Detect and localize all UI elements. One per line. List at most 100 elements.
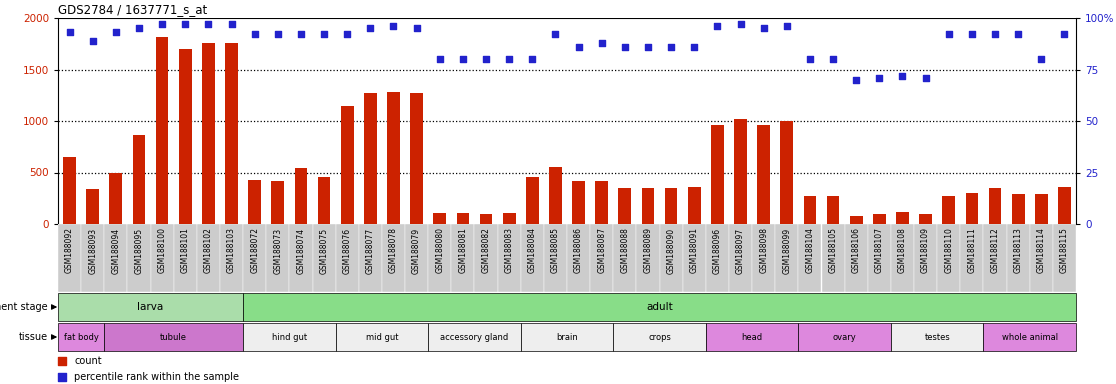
Point: [523, 56, 541, 62]
Text: mid gut: mid gut: [366, 333, 398, 341]
Bar: [358, 224, 382, 292]
Bar: [451, 224, 474, 292]
Bar: [961, 224, 983, 292]
Text: GSM188077: GSM188077: [366, 227, 375, 273]
Bar: [614, 323, 705, 351]
Point: [84, 38, 102, 44]
Point: [131, 25, 148, 31]
Text: GSM188088: GSM188088: [620, 227, 629, 273]
Text: GSM188110: GSM188110: [944, 227, 953, 273]
Bar: [1035, 194, 1048, 224]
Text: adult: adult: [646, 302, 673, 312]
Bar: [1058, 187, 1070, 224]
Point: [639, 44, 657, 50]
Bar: [243, 293, 1076, 321]
Bar: [104, 323, 243, 351]
Bar: [914, 224, 937, 292]
Text: crops: crops: [648, 333, 671, 341]
Text: GSM188111: GSM188111: [968, 227, 976, 273]
Bar: [989, 188, 1001, 224]
Bar: [267, 224, 289, 292]
Point: [246, 31, 263, 38]
Bar: [711, 125, 724, 224]
Point: [500, 56, 518, 62]
Point: [200, 21, 218, 27]
Bar: [202, 43, 214, 224]
Point: [593, 40, 610, 46]
Text: development stage: development stage: [0, 302, 48, 312]
Bar: [127, 224, 151, 292]
Bar: [480, 214, 492, 224]
Bar: [573, 181, 585, 224]
Bar: [965, 193, 979, 224]
Bar: [567, 224, 590, 292]
Bar: [614, 224, 636, 292]
Text: GSM188084: GSM188084: [528, 227, 537, 273]
Text: GSM188094: GSM188094: [112, 227, 121, 273]
Bar: [642, 188, 654, 224]
Bar: [64, 157, 76, 224]
Point: [940, 31, 958, 38]
Text: GSM188115: GSM188115: [1060, 227, 1069, 273]
Bar: [498, 224, 521, 292]
Bar: [81, 224, 104, 292]
Bar: [289, 224, 312, 292]
Bar: [1007, 224, 1030, 292]
Point: [801, 56, 819, 62]
Text: GSM188075: GSM188075: [319, 227, 328, 273]
Point: [1009, 31, 1027, 38]
Text: GSM188097: GSM188097: [737, 227, 745, 273]
Bar: [845, 224, 868, 292]
Bar: [411, 93, 423, 224]
Text: GSM188113: GSM188113: [1013, 227, 1022, 273]
Point: [616, 44, 634, 50]
Bar: [336, 323, 429, 351]
Point: [315, 31, 333, 38]
Text: GSM188073: GSM188073: [273, 227, 282, 273]
Bar: [151, 224, 174, 292]
Text: head: head: [741, 333, 762, 341]
Text: GSM188079: GSM188079: [412, 227, 421, 273]
Bar: [850, 216, 863, 224]
Text: GDS2784 / 1637771_s_at: GDS2784 / 1637771_s_at: [58, 3, 208, 16]
Text: whole animal: whole animal: [1002, 333, 1058, 341]
Text: GSM188106: GSM188106: [852, 227, 860, 273]
Point: [60, 29, 78, 35]
Point: [847, 77, 865, 83]
Bar: [1052, 224, 1076, 292]
Text: larva: larva: [137, 302, 164, 312]
Point: [754, 25, 772, 31]
Point: [362, 25, 379, 31]
Bar: [937, 224, 961, 292]
Point: [987, 31, 1004, 38]
Bar: [705, 323, 798, 351]
Point: [916, 74, 934, 81]
Text: GSM188091: GSM188091: [690, 227, 699, 273]
Bar: [196, 224, 220, 292]
Text: brain: brain: [556, 333, 578, 341]
Point: [478, 56, 496, 62]
Bar: [474, 224, 498, 292]
Bar: [891, 323, 983, 351]
Bar: [521, 323, 614, 351]
Bar: [636, 224, 660, 292]
Bar: [382, 224, 405, 292]
Point: [153, 21, 171, 27]
Text: GSM188102: GSM188102: [204, 227, 213, 273]
Bar: [174, 224, 196, 292]
Bar: [798, 323, 891, 351]
Point: [338, 31, 356, 38]
Bar: [156, 36, 169, 224]
Bar: [58, 293, 243, 321]
Point: [176, 21, 194, 27]
Bar: [665, 188, 677, 224]
Text: GSM188074: GSM188074: [297, 227, 306, 273]
Text: GSM188108: GSM188108: [898, 227, 907, 273]
Bar: [827, 196, 839, 224]
Point: [569, 44, 587, 50]
Bar: [340, 106, 354, 224]
Point: [1056, 31, 1074, 38]
Bar: [920, 214, 932, 224]
Bar: [983, 224, 1007, 292]
Text: fat body: fat body: [64, 333, 98, 341]
